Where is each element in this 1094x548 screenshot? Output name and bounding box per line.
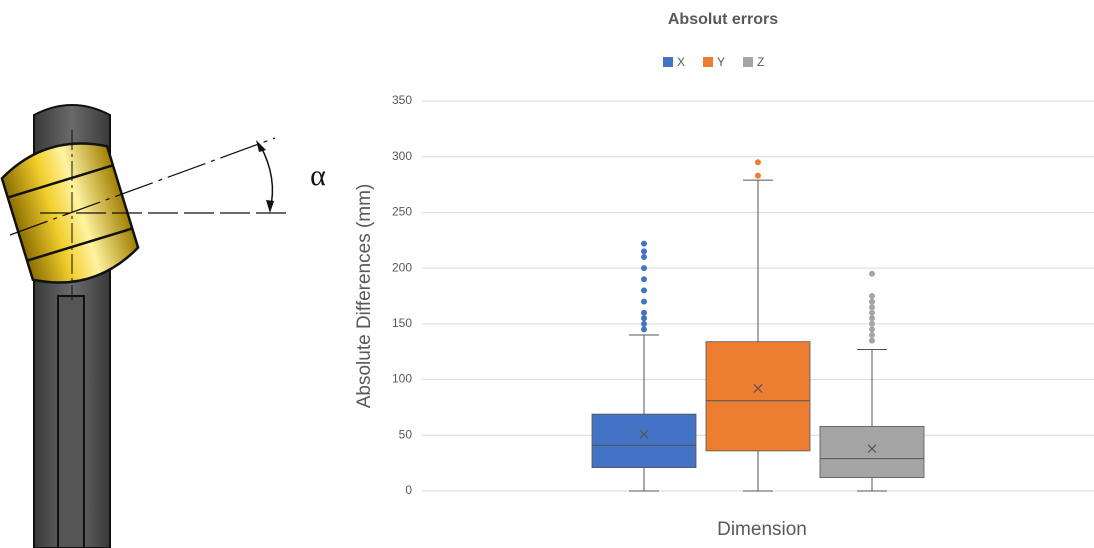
y-tick-label: 0 — [405, 483, 412, 497]
y-tick-label: 200 — [392, 260, 412, 274]
legend-swatch — [703, 57, 713, 67]
outlier — [869, 337, 875, 344]
outlier — [755, 172, 761, 179]
joint-diagram: α — [0, 104, 326, 548]
outlier — [641, 320, 647, 327]
legend-label: Y — [717, 55, 725, 69]
outlier — [641, 254, 647, 260]
x-axis-label: Dimension — [717, 519, 807, 540]
box — [819, 425, 925, 479]
y-tick-label: 150 — [392, 316, 412, 330]
y-tick-label: 350 — [392, 93, 412, 107]
outlier — [641, 240, 647, 247]
chart: Absolut errors Dimension Absolute Differ… — [354, 11, 1094, 540]
box — [705, 341, 811, 452]
outlier — [641, 298, 647, 305]
y-tick-label: 50 — [399, 427, 413, 441]
box — [591, 413, 697, 469]
outlier — [641, 276, 647, 283]
y-tick-label: 100 — [392, 372, 412, 386]
outlier — [641, 309, 647, 316]
outlier — [641, 287, 647, 294]
outlier — [869, 270, 875, 277]
outlier — [641, 248, 647, 255]
y-tick-label: 250 — [392, 205, 412, 219]
legend-swatch — [663, 57, 673, 67]
mean-marker — [753, 384, 763, 393]
legend-swatch — [743, 57, 753, 67]
y-tick-label: 300 — [392, 149, 412, 163]
mean-marker — [867, 444, 877, 454]
outlier — [869, 309, 875, 316]
outlier — [755, 159, 761, 166]
outlier — [869, 298, 875, 305]
y-axis-label: Absolute Differences (mm) — [354, 184, 375, 409]
outlier — [641, 265, 647, 272]
legend-label: Z — [757, 55, 764, 69]
outlier — [641, 315, 647, 322]
outlier — [869, 332, 875, 338]
chart-title: Absolut errors — [668, 11, 778, 28]
outlier — [869, 315, 875, 322]
mean-marker — [639, 429, 649, 439]
outlier — [869, 326, 875, 333]
angle-label: α — [310, 159, 326, 192]
outlier — [869, 320, 875, 327]
legend-label: X — [677, 55, 685, 69]
outlier — [869, 304, 875, 311]
outlier — [869, 293, 875, 299]
outlier — [641, 326, 647, 333]
